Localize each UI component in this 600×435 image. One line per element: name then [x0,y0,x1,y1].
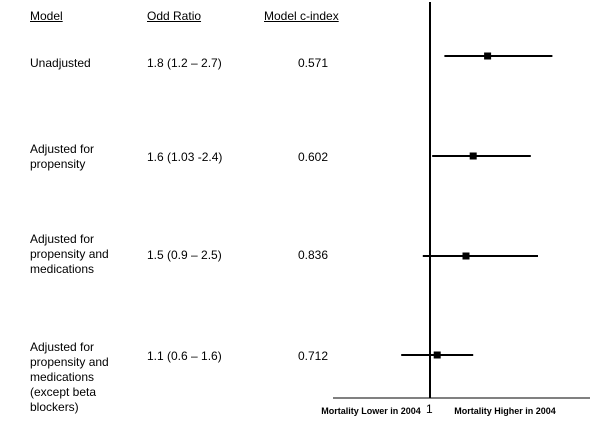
x-label-left: Mortality Lower in 2004 [321,406,421,416]
table-header-odd-ratio: Odd Ratio [147,9,202,23]
point-estimate [433,351,441,359]
row-odd-ratio: 1.1 (0.6 – 1.6) [147,349,222,363]
table-header-c-index: Model c-index [264,9,339,23]
row-odd-ratio: 1.6 (1.03 -2.4) [147,150,223,164]
row-c-index: 0.602 [298,150,329,164]
row-model-label: Adjusted for propensity [30,142,95,171]
row-odd-ratio: 1.5 (0.9 – 2.5) [147,248,222,262]
row-c-index: 0.836 [298,248,329,262]
table-header-model: Model [30,9,63,23]
row-model-label: Adjusted for propensity and medications … [30,340,109,414]
row-odd-ratio: 1.8 (1.2 – 2.7) [147,56,222,70]
x-label-right: Mortality Higher in 2004 [454,406,556,416]
reference-tick-label: 1 [426,402,433,416]
row-c-index: 0.712 [298,349,329,363]
point-estimate [462,252,470,260]
row-model-label: Adjusted for propensity and medications [30,232,109,276]
point-estimate [469,152,477,160]
point-estimate [484,52,492,60]
row-model-label: Unadjusted [30,56,91,70]
row-c-index: 0.571 [298,56,329,70]
